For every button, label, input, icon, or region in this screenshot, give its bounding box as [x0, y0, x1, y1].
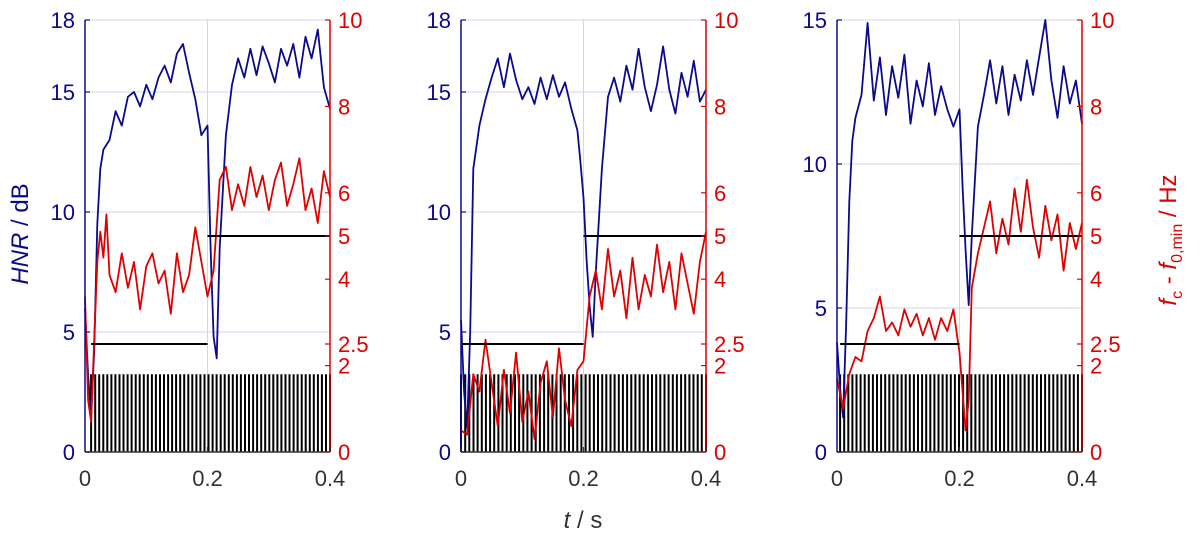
- fc-line: [84, 157, 331, 423]
- y-right-tick-label: 4: [338, 267, 350, 292]
- x-axis-label-rest: / s: [570, 507, 602, 534]
- y-left-axis-label-rest: / dB: [7, 183, 34, 232]
- y-left-tick-label: 10: [51, 200, 75, 225]
- y-right-sub-0min: 0,min: [1169, 224, 1186, 263]
- y-left-tick-label: 0: [63, 440, 75, 465]
- hnr-line: [460, 45, 707, 429]
- x-tick-label: 0.2: [944, 466, 975, 491]
- y-right-tick-label: 0: [338, 440, 350, 465]
- y-right-sub-c: c: [1169, 291, 1186, 299]
- y-right-tick-label: 5: [1090, 224, 1102, 249]
- x-tick-label: 0.2: [568, 466, 599, 491]
- y-right-tick-label: 6: [338, 181, 350, 206]
- y-right-tick-label: 2: [714, 354, 726, 379]
- y-right-tick-label: 2.5: [338, 332, 369, 357]
- x-tick-label: 0: [831, 466, 843, 491]
- x-tick-label: 0.4: [1067, 466, 1098, 491]
- y-left-tick-label: 0: [815, 440, 827, 465]
- x-axis-label-italic: t: [564, 507, 572, 534]
- y-right-tick-label: 0: [1090, 440, 1102, 465]
- y-right-tick-label: 4: [1090, 267, 1102, 292]
- y-right-axis-label: fc - f0,min / Hz: [1155, 174, 1186, 305]
- y-right-tick-label: 5: [714, 224, 726, 249]
- fc-line: [836, 178, 1083, 432]
- y-right-tick-label: 4: [714, 267, 726, 292]
- y-right-tick-label: 8: [338, 94, 350, 119]
- y-left-tick-label: 10: [803, 152, 827, 177]
- hnr-line: [84, 28, 331, 417]
- y-right-tick-label: 6: [714, 181, 726, 206]
- pulse-markers: [839, 374, 1083, 452]
- y-right-tick-label: 8: [1090, 94, 1102, 119]
- x-tick-label: 0: [79, 466, 91, 491]
- y-right-tick-label: 2.5: [714, 332, 745, 357]
- y-right-tick-label: 0: [714, 440, 726, 465]
- y-right-f-0: f: [1155, 261, 1182, 270]
- y-left-tick-label: 15: [51, 80, 75, 105]
- hnr-line: [836, 19, 1083, 419]
- y-left-tick-label: 5: [63, 320, 75, 345]
- y-left-tick-label: 10: [427, 200, 451, 225]
- y-left-axis-label-italic: HNR: [7, 233, 34, 285]
- x-tick-label: 0.4: [691, 466, 722, 491]
- y-right-tick-label: 2: [338, 354, 350, 379]
- y-left-tick-label: 18: [427, 8, 451, 33]
- y-right-f-c: f: [1155, 297, 1182, 306]
- fc-line: [460, 231, 707, 440]
- y-right-tick-label: 10: [338, 8, 362, 33]
- y-right-tick-label: 2: [1090, 354, 1102, 379]
- y-right-dash: -: [1155, 270, 1182, 291]
- y-left-tick-label: 18: [51, 8, 75, 33]
- y-right-tick-label: 2.5: [1090, 332, 1121, 357]
- y-right-tick-label: 5: [338, 224, 350, 249]
- x-tick-label: 0: [455, 466, 467, 491]
- pulse-markers: [90, 374, 331, 452]
- y-right-tick-label: 8: [714, 94, 726, 119]
- y-right-tick-label: 10: [714, 8, 738, 33]
- x-tick-label: 0.2: [192, 466, 223, 491]
- y-left-axis-label: HNR / dB: [7, 183, 34, 284]
- x-axis-label: t / s: [564, 507, 603, 534]
- y-right-tick-label: 6: [1090, 181, 1102, 206]
- y-right-unit: / Hz: [1155, 174, 1182, 223]
- y-left-tick-label: 15: [803, 8, 827, 33]
- y-left-tick-label: 5: [439, 320, 451, 345]
- y-left-tick-label: 0: [439, 440, 451, 465]
- y-right-tick-label: 10: [1090, 8, 1114, 33]
- y-left-tick-label: 15: [427, 80, 451, 105]
- y-left-tick-label: 5: [815, 296, 827, 321]
- x-tick-label: 0.4: [315, 466, 346, 491]
